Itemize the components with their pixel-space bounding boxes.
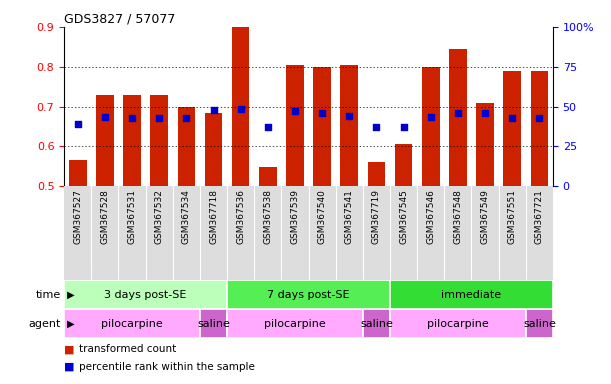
Point <box>290 108 300 114</box>
Point <box>535 115 544 121</box>
Text: GSM367540: GSM367540 <box>318 189 327 244</box>
Text: GSM367527: GSM367527 <box>73 189 82 244</box>
Text: GSM367536: GSM367536 <box>236 189 245 244</box>
Bar <box>286 65 304 186</box>
Text: GSM367549: GSM367549 <box>481 189 489 244</box>
Bar <box>368 162 386 186</box>
Text: ▶: ▶ <box>64 318 74 329</box>
Text: GSM367531: GSM367531 <box>128 189 136 244</box>
Text: GSM367721: GSM367721 <box>535 189 544 244</box>
Text: GSM367551: GSM367551 <box>508 189 517 244</box>
Text: GSM367545: GSM367545 <box>399 189 408 244</box>
Bar <box>422 67 439 186</box>
Text: GSM367538: GSM367538 <box>263 189 273 244</box>
Bar <box>200 309 227 338</box>
Bar <box>123 94 141 186</box>
Bar <box>449 49 467 186</box>
Point <box>263 124 273 130</box>
Text: GSM367719: GSM367719 <box>372 189 381 244</box>
Text: saline: saline <box>523 318 556 329</box>
Bar <box>340 65 358 186</box>
Bar <box>178 107 195 186</box>
Point <box>480 110 490 116</box>
Text: 3 days post-SE: 3 days post-SE <box>104 290 187 300</box>
Text: 7 days post-SE: 7 days post-SE <box>267 290 350 300</box>
Bar <box>395 144 412 186</box>
Text: immediate: immediate <box>441 290 502 300</box>
Bar <box>390 309 526 338</box>
Text: pilocarpine: pilocarpine <box>427 318 489 329</box>
Text: ▶: ▶ <box>64 290 74 300</box>
Bar <box>313 67 331 186</box>
Point <box>507 115 517 121</box>
Point <box>317 110 327 116</box>
Text: saline: saline <box>360 318 393 329</box>
Bar <box>205 113 222 186</box>
Bar <box>526 309 553 338</box>
Point <box>236 106 246 112</box>
Text: time: time <box>36 290 61 300</box>
Text: ■: ■ <box>64 344 75 354</box>
Text: saline: saline <box>197 318 230 329</box>
Point <box>371 124 381 130</box>
Bar <box>232 27 249 186</box>
Bar <box>150 94 168 186</box>
Point <box>453 110 463 116</box>
Point <box>399 124 409 130</box>
Text: GSM367718: GSM367718 <box>209 189 218 244</box>
Text: pilocarpine: pilocarpine <box>264 318 326 329</box>
Point <box>127 115 137 121</box>
Point <box>155 115 164 121</box>
Text: percentile rank within the sample: percentile rank within the sample <box>79 362 255 372</box>
Bar <box>259 167 277 186</box>
Bar <box>64 309 200 338</box>
Bar <box>96 94 114 186</box>
Text: GSM367532: GSM367532 <box>155 189 164 244</box>
Point <box>426 113 436 119</box>
Bar <box>503 71 521 186</box>
Text: transformed count: transformed count <box>79 344 177 354</box>
Point <box>181 115 191 121</box>
Point <box>208 107 218 113</box>
Text: GSM367534: GSM367534 <box>182 189 191 244</box>
Text: agent: agent <box>29 318 61 329</box>
Text: pilocarpine: pilocarpine <box>101 318 163 329</box>
Text: GSM367539: GSM367539 <box>290 189 299 244</box>
Bar <box>227 280 390 309</box>
Text: ■: ■ <box>64 362 75 372</box>
Point <box>100 113 110 119</box>
Text: GSM367546: GSM367546 <box>426 189 435 244</box>
Bar <box>64 280 227 309</box>
Text: GDS3827 / 57077: GDS3827 / 57077 <box>64 13 175 26</box>
Text: GSM367541: GSM367541 <box>345 189 354 244</box>
Point <box>345 113 354 119</box>
Bar <box>227 309 363 338</box>
Point <box>73 121 82 127</box>
Bar <box>390 280 553 309</box>
Bar <box>476 103 494 186</box>
Text: GSM367528: GSM367528 <box>100 189 109 244</box>
Bar <box>530 71 548 186</box>
Text: GSM367548: GSM367548 <box>453 189 463 244</box>
Bar <box>69 161 87 186</box>
Bar <box>363 309 390 338</box>
